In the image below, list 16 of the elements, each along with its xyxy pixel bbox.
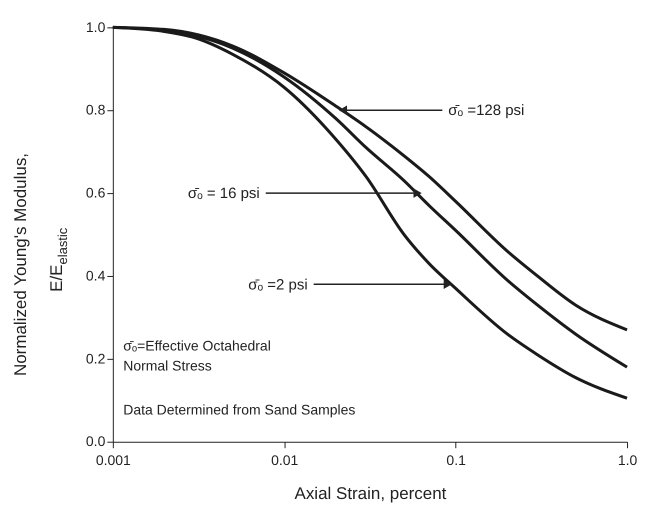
- x-axis-title: Axial Strain, percent: [294, 484, 447, 504]
- y-tick-label: 1.0: [86, 18, 106, 35]
- y-tick-label: 0.4: [86, 267, 106, 284]
- x-tick-label: 0.1: [446, 452, 466, 468]
- annotation: σ̄ₒ =128 psi: [448, 102, 524, 120]
- annotation: σ̄ₒ = 16 psi: [188, 185, 260, 202]
- annotation: σ̄ₒ =2 psi: [248, 276, 308, 294]
- x-tick-label: 0.001: [96, 452, 132, 468]
- annotation: Data Determined from Sand Samples: [123, 402, 356, 418]
- y-tick-label: 0.0: [86, 433, 106, 450]
- y-tick-label: 0.2: [86, 350, 106, 366]
- x-tick-label: 1.0: [618, 452, 638, 468]
- x-tick-label: 0.01: [271, 452, 299, 468]
- y-tick-label: 0.6: [86, 184, 106, 201]
- y-tick-label: 0.8: [86, 102, 106, 118]
- annotation: σ̄ₒ=Effective Octahedral Normal Stress: [123, 337, 271, 374]
